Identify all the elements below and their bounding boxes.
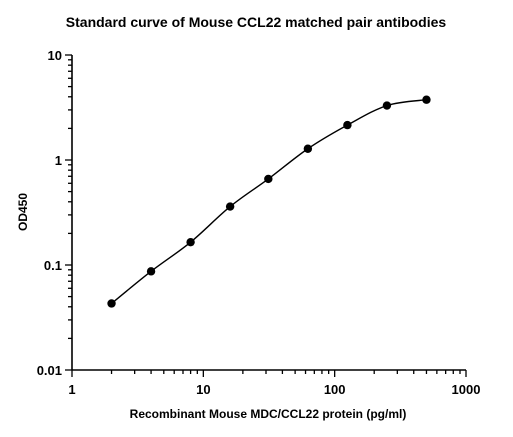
- chart-title: Standard curve of Mouse CCL22 matched pa…: [66, 14, 447, 30]
- data-point: [303, 144, 313, 153]
- y-tick-label: 0.01: [37, 363, 62, 378]
- data-point: [225, 202, 235, 211]
- y-axis-label: OD450: [16, 193, 30, 231]
- data-point: [146, 267, 156, 276]
- fit-curve: [111, 99, 427, 305]
- axes: [71, 55, 466, 371]
- y-tick-label: 0.1: [44, 258, 62, 273]
- fit-curve-group: [111, 99, 427, 305]
- x-tick-label: 1000: [452, 382, 481, 397]
- data-point: [186, 237, 195, 247]
- x-tick-label: 1: [68, 382, 75, 397]
- data-points: [107, 95, 431, 308]
- x-axis-label: Recombinant Mouse MDC/CCL22 protein (pg/…: [130, 407, 407, 421]
- data-point: [107, 299, 116, 308]
- data-point: [264, 174, 273, 184]
- x-tick-label: 100: [324, 382, 346, 397]
- data-point: [382, 101, 392, 110]
- data-point: [343, 120, 352, 130]
- data-point: [422, 95, 431, 104]
- y-tick-label: 1: [55, 153, 62, 168]
- x-tick-label: 10: [196, 382, 210, 397]
- ticks: 1 10 100 1000 0.01 0.1 1 10: [37, 48, 481, 397]
- y-tick-label: 10: [48, 48, 62, 63]
